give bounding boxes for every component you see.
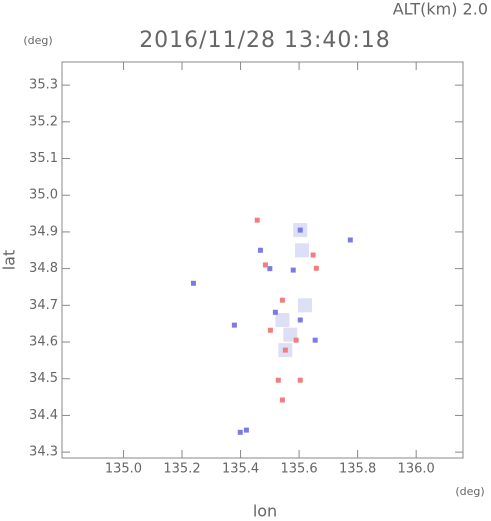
radar-echo xyxy=(243,427,249,433)
radar-echo xyxy=(237,429,243,435)
radar-echo xyxy=(267,266,273,272)
x-tick-label: 135.4 xyxy=(222,462,259,477)
x-axis-label: lon xyxy=(253,502,277,521)
y-tick-label: 34.5 xyxy=(29,371,58,386)
x-tick-label: 135.0 xyxy=(105,462,142,477)
radar-echo xyxy=(313,265,319,271)
x-unit: (deg) xyxy=(455,485,484,498)
radar-echo xyxy=(262,262,268,268)
radar-echo xyxy=(272,309,278,315)
chart-title: 2016/11/28 13:40:18 xyxy=(139,28,391,53)
radar-echo xyxy=(310,252,316,258)
x-tick-label: 135.6 xyxy=(280,462,317,477)
plot-frame xyxy=(61,61,464,459)
y-unit: (deg) xyxy=(23,34,52,47)
radar-echo xyxy=(293,337,299,343)
y-tick-label: 35.0 xyxy=(29,188,58,203)
radar-echo xyxy=(275,377,281,383)
radar-echo xyxy=(282,347,288,353)
radar-echo xyxy=(267,327,273,333)
radar-echo xyxy=(297,377,303,383)
y-tick-label: 34.3 xyxy=(29,445,58,460)
radar-echo xyxy=(297,298,312,313)
x-tick-label: 135.2 xyxy=(163,462,200,477)
radar-echo xyxy=(190,280,196,286)
radar-echo xyxy=(231,322,237,328)
y-tick-label: 35.2 xyxy=(29,114,58,129)
y-tick-label: 34.9 xyxy=(29,224,58,239)
y-tick-label: 34.6 xyxy=(29,335,58,350)
radar-echo xyxy=(275,313,290,328)
y-tick-label: 35.1 xyxy=(29,151,58,166)
y-tick-label: 35.3 xyxy=(29,78,58,93)
y-tick-label: 34.4 xyxy=(29,408,58,423)
y-axis-label: lat xyxy=(0,250,19,271)
x-tick-label: 136.0 xyxy=(398,462,435,477)
radar-echo xyxy=(297,227,303,233)
y-tick-label: 34.8 xyxy=(29,261,58,276)
altitude-label: ALT(km) 2.0 xyxy=(393,0,488,19)
radar-echo xyxy=(290,267,296,273)
radar-echo xyxy=(279,297,285,303)
radar-echo xyxy=(347,237,353,243)
radar-echo xyxy=(279,397,285,403)
radar-echo xyxy=(254,217,260,223)
radar-echo xyxy=(257,247,263,253)
radar-echo xyxy=(297,317,303,323)
y-tick-label: 34.7 xyxy=(29,298,58,313)
x-tick-label: 135.8 xyxy=(339,462,376,477)
radar-echo xyxy=(312,337,318,343)
radar-echo xyxy=(295,243,310,258)
